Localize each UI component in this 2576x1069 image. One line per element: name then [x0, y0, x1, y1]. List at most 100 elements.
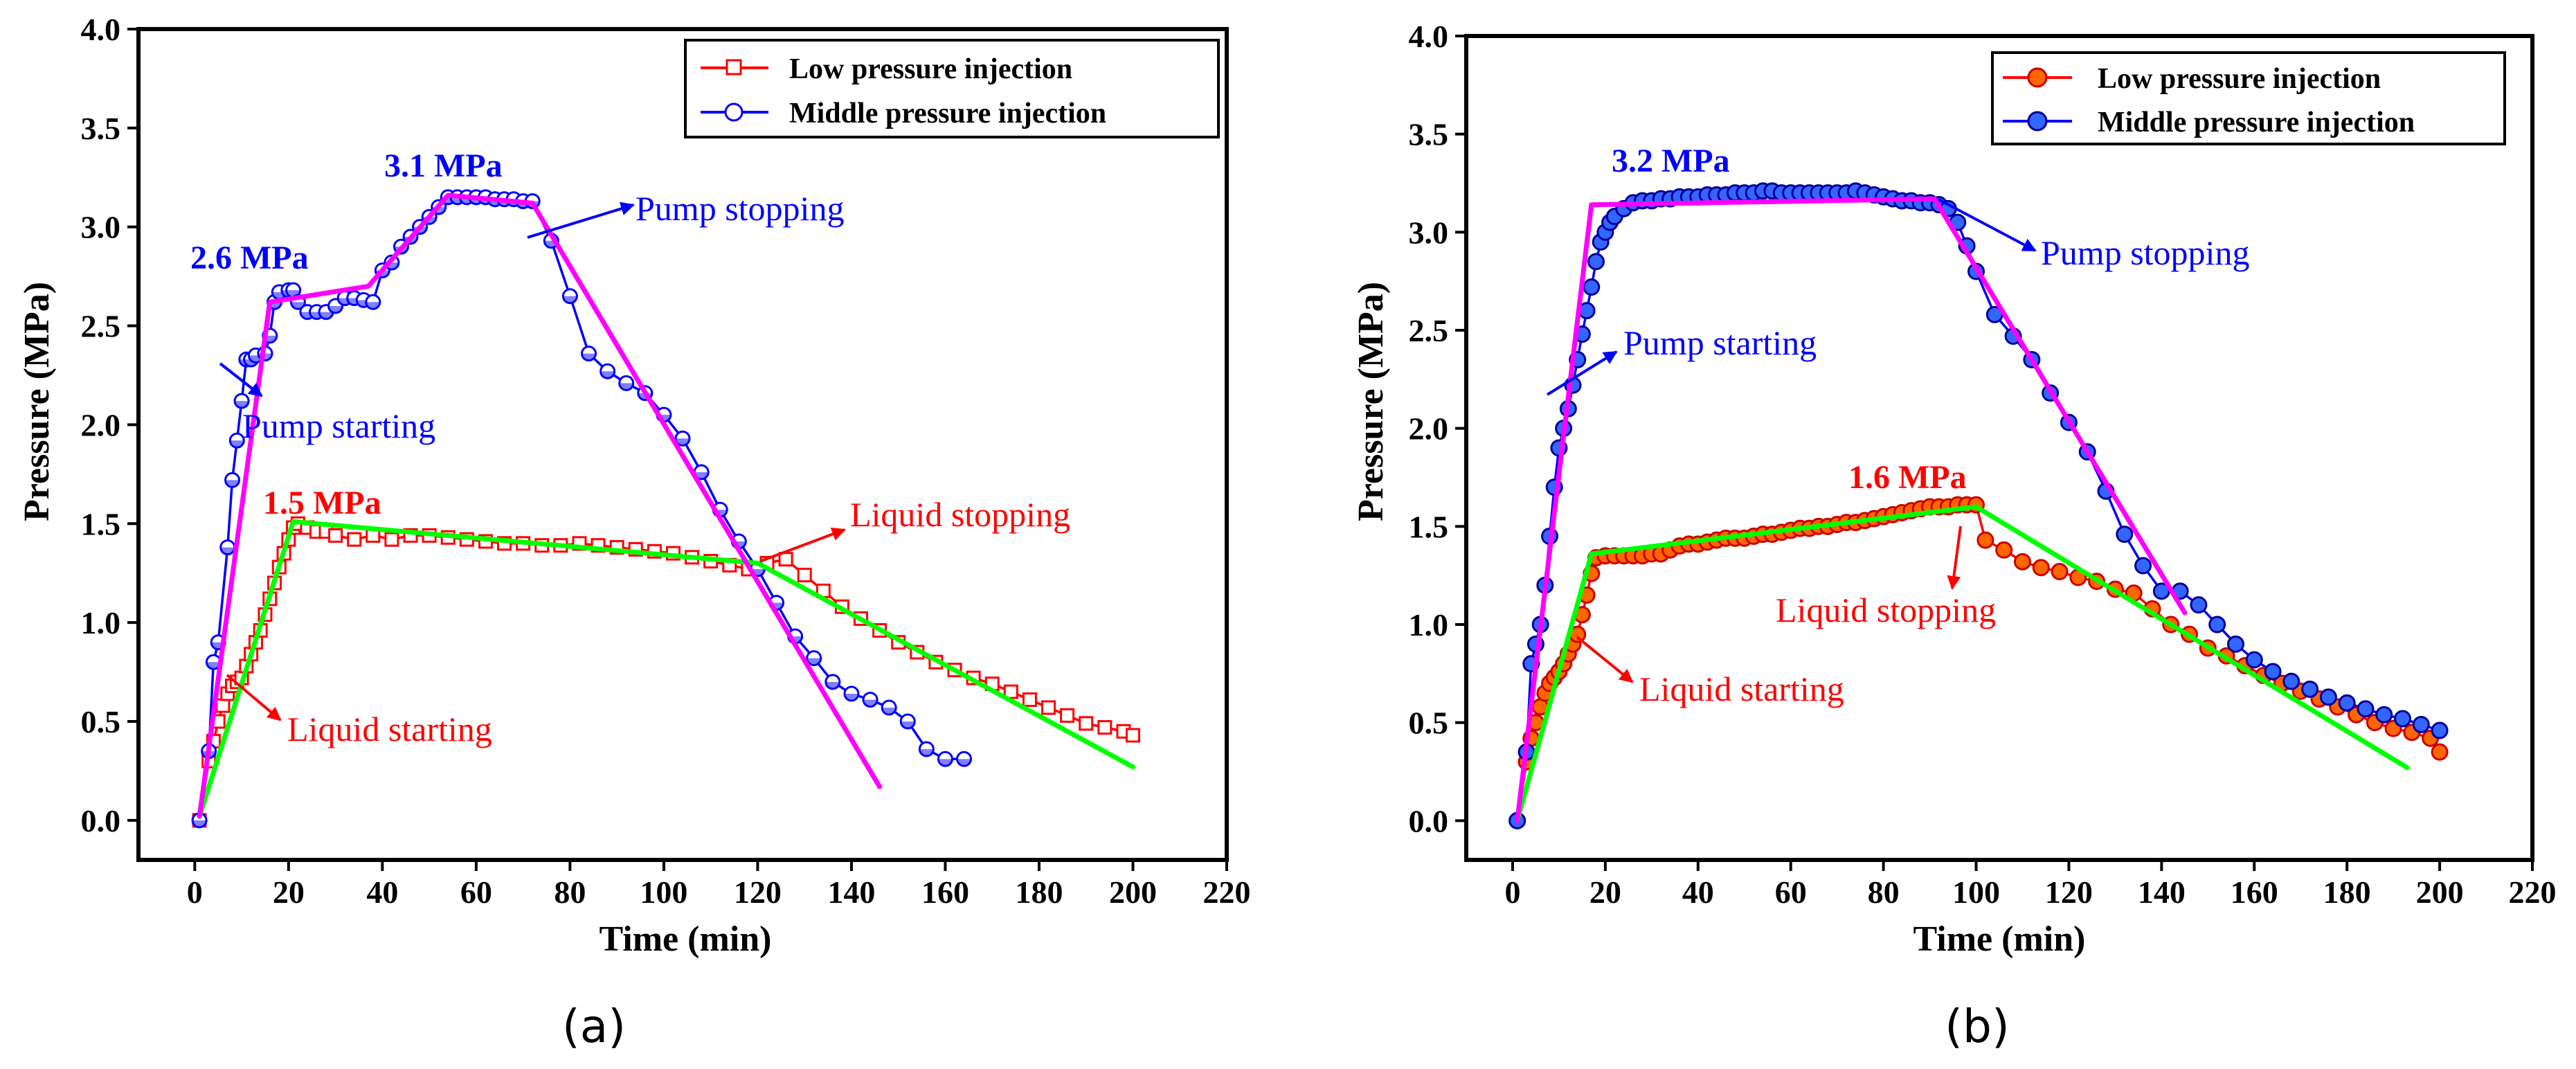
chart-b-point-mid [2208, 616, 2226, 634]
chart-b-point-mid [2245, 651, 2263, 669]
chart-b-x-tick-label: 40 [1682, 874, 1714, 910]
chart-b-point-mid [1587, 253, 1605, 271]
chart-a-y-tick-label: 1.5 [81, 506, 121, 541]
chart-b-point-low [2051, 563, 2069, 580]
chart-b-point-mid [2357, 700, 2375, 718]
chart-a-y-tick-label: 3.5 [81, 111, 121, 146]
chart-b-x-tick-label: 80 [1868, 874, 1900, 910]
chart-a-arrow-pump-starting [219, 362, 263, 397]
chart-a-point-half-mid [938, 759, 953, 766]
chart-b-legend: Low pressure injection Middle pressure i… [1991, 51, 2506, 145]
chart-a-x-label: Time (min) [600, 919, 772, 959]
chart-a-legend-low: Low pressure injection [789, 53, 1072, 85]
chart-a-x-tick-label: 180 [1015, 874, 1063, 910]
chart-b-point-low [1976, 531, 1994, 549]
chart-b-legend-marker-mid [2027, 111, 2048, 132]
chart-b-point-mid [2301, 681, 2319, 698]
chart-a-point-half-mid [619, 383, 633, 390]
chart-b-legend-marker-low [2027, 67, 2048, 88]
chart-a-point-half-mid [863, 699, 878, 707]
chart-a-point-low [384, 532, 399, 547]
chart-a-arrow-liquid-stopping [761, 527, 846, 562]
chart-a-x-tick-label: 60 [460, 874, 492, 910]
chart-a-point-half-mid [225, 480, 240, 487]
chart-b-y-tick-label: 1.0 [1409, 607, 1449, 643]
chart-a-point-half-mid [235, 401, 249, 408]
chart-b-x-tick-label: 0 [1504, 874, 1520, 910]
chart-a-point-half-mid [582, 353, 596, 361]
chart-b-arrow-pump-stopping [1938, 198, 2037, 252]
chart-b-y-label: Pressure (MPa) [1351, 282, 1391, 521]
chart-a-annot-liquid-starting: Liquid starting [287, 710, 492, 748]
chart-a-x-tick-label: 200 [1109, 874, 1157, 910]
chart-a-annot-pump-starting: Pump starting [242, 406, 435, 445]
chart-b-x-tick-label: 20 [1589, 874, 1621, 910]
chart-a-legend: Low pressure injection Middle pressure i… [684, 39, 1220, 138]
chart-b: 0 20 40 60 80 100 120 140 160 180 200 220 0.0 0.5 1.0 1… [1351, 19, 2557, 1053]
chart-a-point-half-mid [563, 296, 577, 303]
chart-b-point-low [2013, 553, 2031, 571]
chart-a-x-tick-label: 120 [734, 874, 782, 910]
chart-a-point-half-mid [366, 302, 380, 309]
chart-b-arrow-pump-starting [1546, 350, 1618, 396]
chart-a-annot-peak-mid-1: 2.6 MPa [190, 240, 309, 276]
chart-b-x-tick-label: 60 [1775, 874, 1807, 910]
chart-b-y-tick-label: 4.0 [1409, 19, 1449, 54]
chart-b-point-mid [1583, 278, 1601, 296]
chart-a-y-label: Pressure (MPa) [17, 282, 57, 521]
chart-a-legend-marker-low [726, 59, 742, 75]
chart-b-point-mid [2338, 694, 2356, 712]
chart-a-annot-pump-stopping: Pump stopping [636, 189, 844, 228]
chart-a-y-tick-label: 4.0 [81, 12, 121, 47]
chart-a-fit-line-low [197, 519, 1135, 819]
chart-b-point-mid [2319, 688, 2337, 706]
chart-b-point-mid [2190, 596, 2208, 614]
chart-b-point-mid [2116, 525, 2134, 544]
chart-a-annot-peak-low: 1.5 MPa [263, 485, 381, 521]
chart-a-point-half-mid [676, 438, 690, 446]
chart-b-annot-peak-mid: 3.2 MPa [1612, 143, 1730, 179]
chart-a-x-tick-label: 20 [273, 874, 305, 910]
chart-a-point-half-mid [807, 658, 821, 665]
chart-a-point-half-mid [230, 440, 244, 448]
chart-a-point-low [1022, 692, 1037, 708]
chart-a-x-tick-label: 140 [827, 874, 875, 910]
chart-b-x-tick-label: 100 [1952, 874, 2000, 910]
chart-a-point-half-mid [600, 371, 615, 379]
chart-b-annot-liquid-stopping: Liquid stopping [1776, 591, 1996, 629]
chart-a-plot-frame [136, 27, 1229, 862]
chart-b-point-low [2431, 743, 2449, 761]
chart-b-legend-mid: Middle pressure injection [2098, 107, 2415, 138]
chart-a-x-tick-label: 100 [640, 874, 687, 910]
chart-a-point-half-mid [220, 547, 235, 555]
chart-b-point-mid [2264, 663, 2282, 681]
chart-b-x-tick-label: 120 [2045, 874, 2093, 910]
chart-a-x-tick-label: 0 [187, 874, 203, 910]
chart-b-y-tick-label: 0.0 [1409, 803, 1449, 838]
chart-b-y-tick-label: 0.5 [1409, 706, 1449, 741]
chart-a-point-half-mid [328, 306, 343, 313]
chart-a-y-tick-label: 2.5 [81, 309, 121, 344]
chart-a-y-tick-label: 3.0 [81, 210, 121, 245]
chart-a: 0 20 40 60 80 100 120 140 160 180 200 220 0.0 0.5 1.0 1… [17, 12, 1251, 1053]
chart-b-point-mid [2412, 716, 2430, 733]
chart-b-x-label: Time (min) [1913, 919, 2086, 959]
chart-b-y-tick-label: 2.0 [1409, 411, 1449, 447]
chart-a-y-tick-label: 0.0 [81, 803, 121, 838]
chart-a-arrow-liquid-starting [226, 674, 282, 721]
chart-b-point-mid [2431, 721, 2449, 739]
chart-b-ticks: 0 20 40 60 80 100 120 140 160 180 200 220 0.0 0.5 1.0 1… [1409, 19, 2557, 910]
chart-a-y-tick-label: 1.0 [81, 605, 121, 640]
chart-a-point-half-mid [825, 681, 840, 689]
chart-a-point-half-mid [882, 708, 897, 715]
chart-b-point-mid [2226, 635, 2244, 653]
chart-b-legend-low: Low pressure injection [2098, 63, 2381, 95]
chart-b-fit-line-low [1515, 504, 2410, 823]
chart-b-x-tick-label: 220 [2509, 874, 2557, 910]
chart-a-point-half-mid [192, 820, 207, 827]
chart-b-fits [1515, 196, 2410, 823]
chart-a-point-half-mid [844, 694, 858, 701]
chart-b-x-tick-label: 180 [2323, 874, 2371, 910]
chart-a-legend-marker-mid [724, 102, 744, 122]
